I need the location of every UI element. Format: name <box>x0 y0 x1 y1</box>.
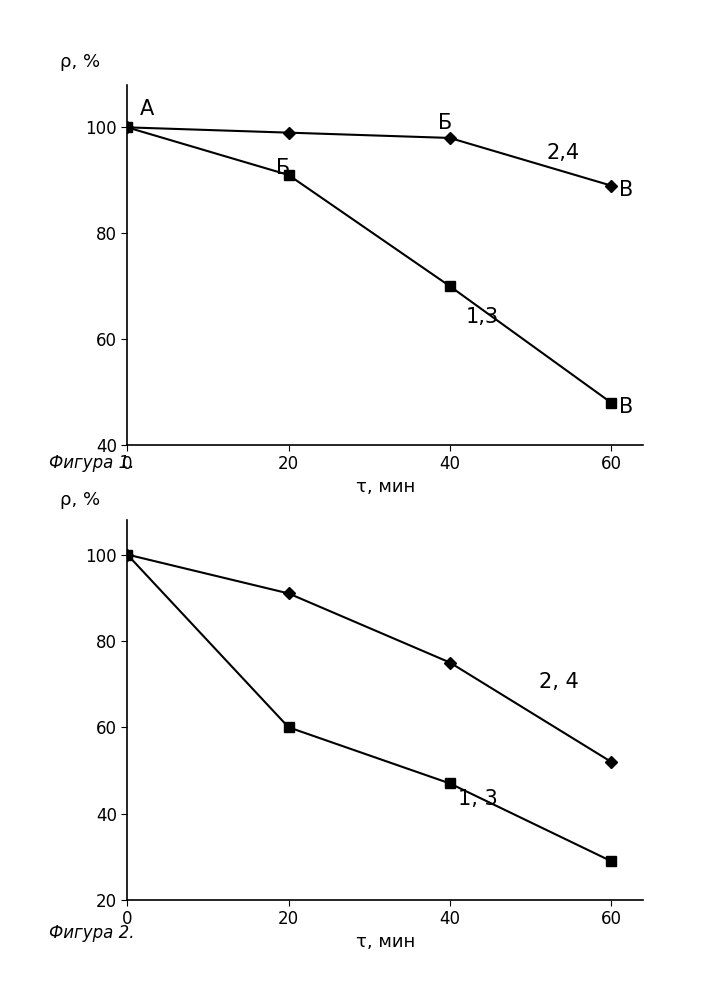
Text: 1,3: 1,3 <box>466 307 499 327</box>
Text: В: В <box>619 397 633 417</box>
Text: 2,4: 2,4 <box>547 143 580 163</box>
Text: 2, 4: 2, 4 <box>539 672 578 692</box>
X-axis label: τ, мин: τ, мин <box>356 478 415 496</box>
X-axis label: τ, мин: τ, мин <box>356 933 415 951</box>
Text: Фигура 1.: Фигура 1. <box>49 454 135 472</box>
Text: Б: Б <box>276 158 291 178</box>
Text: Фигура 2.: Фигура 2. <box>49 924 135 942</box>
Text: A: A <box>139 99 153 119</box>
Text: Б: Б <box>438 113 452 133</box>
Text: В: В <box>619 180 633 200</box>
Text: ρ, %: ρ, % <box>60 491 100 509</box>
Text: ρ, %: ρ, % <box>60 53 100 71</box>
Text: 1, 3: 1, 3 <box>458 789 498 809</box>
